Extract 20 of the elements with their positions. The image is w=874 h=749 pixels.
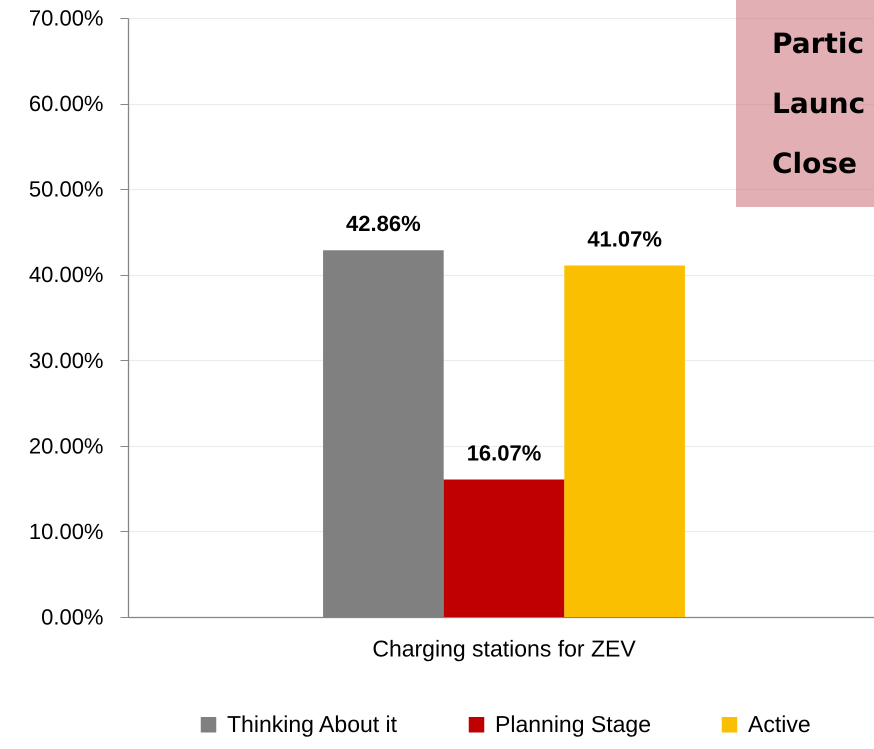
legend-label: Planning Stage [495,710,652,737]
data-label: 42.86% [346,211,421,236]
legend-label: Thinking About it [227,710,398,737]
data-label: 41.07% [587,226,662,252]
legend-label: Active [748,710,811,737]
y-tick-label: 30.00% [28,348,104,373]
annotation: Partic [772,26,866,62]
y-tick-label: 50.00% [28,176,104,202]
bar [444,479,564,617]
y-tick-label: 70.00% [28,6,104,30]
y-tick-label: 20.00% [28,433,104,458]
y-tick-label: 10.00% [28,518,104,544]
y-tick-label: 0.00% [41,604,104,630]
annotation: Close [772,146,858,182]
y-tick-label: 60.00% [28,91,104,116]
data-label: 16.07% [466,440,542,466]
bar [564,266,685,617]
y-tick-label: 40.00% [28,262,104,288]
annotation: Launc [772,86,866,122]
x-tick-label: Charging stations for ZEV [372,636,636,662]
